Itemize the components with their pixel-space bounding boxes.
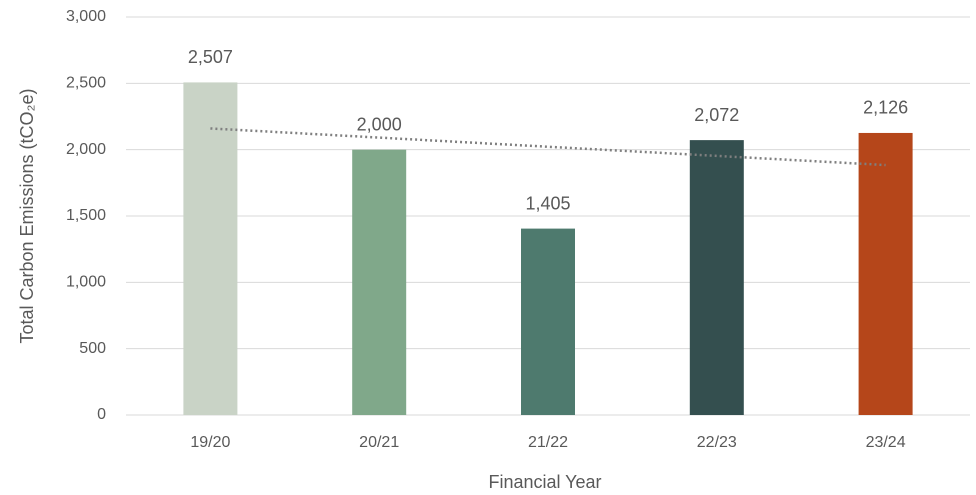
y-axis-title: Total Carbon Emissions (tCO₂e) [17, 88, 37, 343]
bar [521, 228, 575, 415]
value-label: 2,507 [188, 47, 233, 67]
y-tick-label: 1,000 [66, 274, 106, 291]
x-tick-label: 22/23 [697, 434, 737, 451]
trendline [210, 127, 886, 167]
x-tick-label: 20/21 [359, 434, 399, 451]
y-tick-label: 1,500 [66, 207, 106, 224]
bar [183, 82, 238, 415]
x-axis-title: Financial Year [488, 472, 601, 492]
y-tick-label: 2,000 [66, 141, 106, 158]
x-tick-label: 23/24 [866, 434, 906, 451]
bar [689, 140, 744, 415]
bar [352, 149, 407, 415]
x-tick-label: 21/22 [528, 434, 568, 451]
y-tick-label: 0 [97, 406, 106, 423]
value-label: 2,126 [863, 98, 908, 118]
y-tick-label: 3,000 [66, 8, 106, 25]
value-label: 2,000 [357, 114, 402, 134]
x-tick-label: 19/20 [190, 434, 230, 451]
y-tick-label: 2,500 [66, 75, 106, 92]
value-label: 1,405 [525, 193, 570, 213]
bar [858, 132, 913, 415]
y-tick-label: 500 [79, 340, 106, 357]
value-label: 2,072 [694, 105, 739, 125]
